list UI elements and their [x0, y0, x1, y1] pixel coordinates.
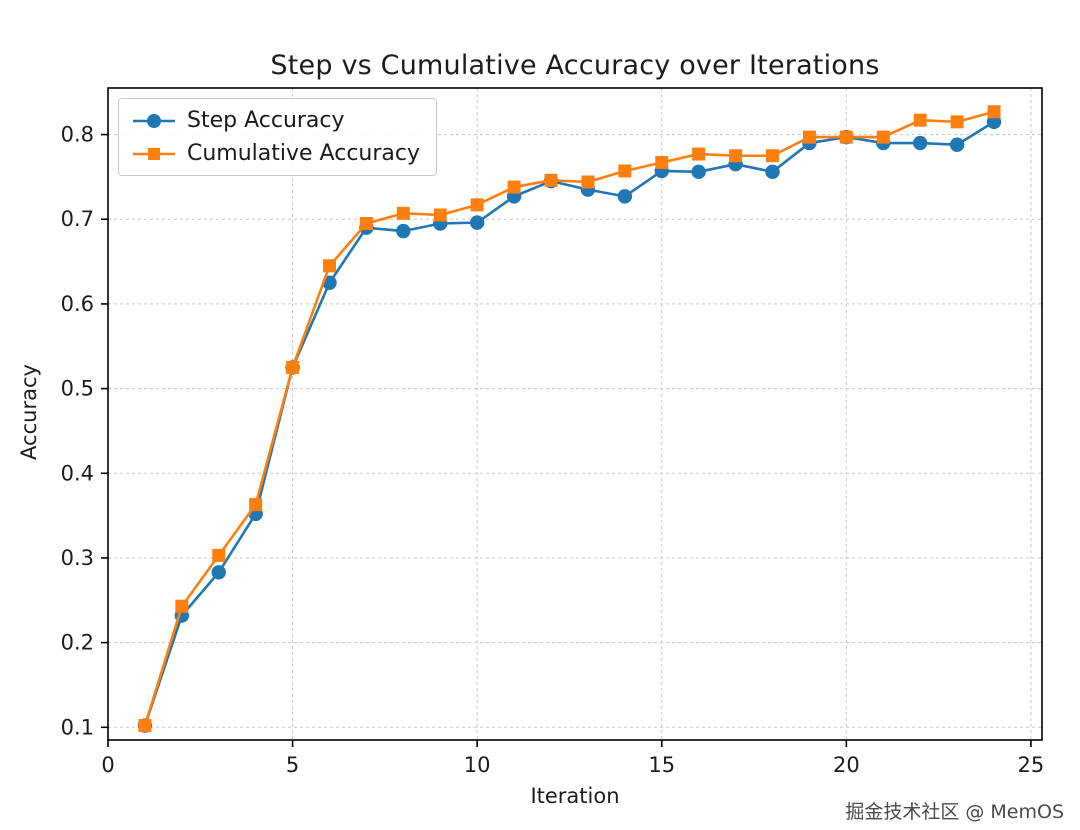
data-point-marker [912, 135, 928, 151]
x-axis-label: Iteration [530, 784, 620, 808]
data-point-marker [691, 164, 706, 180]
x-tick-label: 25 [1018, 753, 1045, 777]
y-tick-label: 0.8 [61, 123, 94, 147]
y-tick-label: 0.4 [61, 461, 94, 485]
data-point-marker [212, 548, 226, 562]
data-point-marker [950, 115, 964, 129]
x-tick-label: 10 [464, 753, 491, 777]
data-point-marker [544, 173, 558, 187]
data-point-marker [396, 206, 410, 220]
legend-label-cumulative-accuracy: Cumulative Accuracy [187, 141, 420, 166]
x-tick-label: 5 [286, 753, 299, 777]
y-tick-label: 0.6 [61, 292, 94, 316]
data-point-marker [986, 114, 1002, 130]
legend: Step Accuracy Cumulative Accuracy [118, 98, 437, 176]
legend-item-cumulative-accuracy: Cumulative Accuracy [131, 141, 420, 166]
axis-frame [107, 87, 1043, 741]
y-tick-label: 0.2 [61, 631, 94, 655]
legend-item-step-accuracy: Step Accuracy [131, 108, 420, 133]
data-point-marker [507, 180, 521, 194]
data-point-marker [692, 147, 706, 161]
data-point-marker [617, 189, 633, 204]
x-tick-label: 0 [101, 753, 114, 777]
series-cumulative-accuracy [138, 105, 1001, 733]
data-point-marker [655, 156, 669, 170]
data-point-marker [618, 164, 632, 178]
chart-title: Step vs Cumulative Accuracy over Iterati… [270, 50, 880, 81]
series-step-accuracy [137, 114, 1002, 733]
data-point-marker [249, 498, 263, 512]
data-point-marker [433, 208, 447, 222]
data-point-marker [913, 113, 927, 127]
data-point-marker [839, 130, 853, 144]
axis-ticks: 0 5 10 15 20 25 0.1 0.2 0.3 0.4 0.5 0.6 0.7 0.8 [61, 123, 1045, 777]
data-point-marker [581, 175, 595, 189]
legend-label-step-accuracy: Step Accuracy [187, 108, 345, 133]
data-point-marker [469, 215, 485, 230]
step-accuracy-swatch-icon [133, 113, 175, 128]
data-point-marker [286, 360, 300, 374]
data-point-marker [766, 149, 780, 163]
data-point-marker [876, 130, 890, 144]
x-tick-label: 20 [833, 753, 860, 777]
data-point-marker [470, 198, 484, 212]
watermark: 掘金技术社区 @ MemOS [845, 801, 1064, 823]
x-tick-label: 15 [648, 753, 675, 777]
y-axis-label: Accuracy [17, 364, 41, 460]
data-point-marker [175, 599, 189, 613]
data-point-marker [949, 137, 965, 152]
data-point-marker [802, 130, 816, 144]
data-point-marker [211, 565, 226, 580]
data-point-marker [359, 216, 373, 230]
cumulative-accuracy-swatch-icon [133, 147, 175, 160]
y-tick-label: 0.1 [61, 715, 94, 739]
data-point-marker [323, 259, 337, 273]
data-point-marker [765, 164, 780, 180]
y-tick-label: 0.7 [61, 207, 94, 231]
data-point-marker [396, 223, 411, 239]
data-point-marker [138, 719, 152, 733]
data-point-marker [729, 149, 743, 163]
data-point-marker [987, 105, 1001, 119]
y-tick-label: 0.3 [61, 546, 94, 570]
y-tick-label: 0.5 [61, 377, 94, 401]
